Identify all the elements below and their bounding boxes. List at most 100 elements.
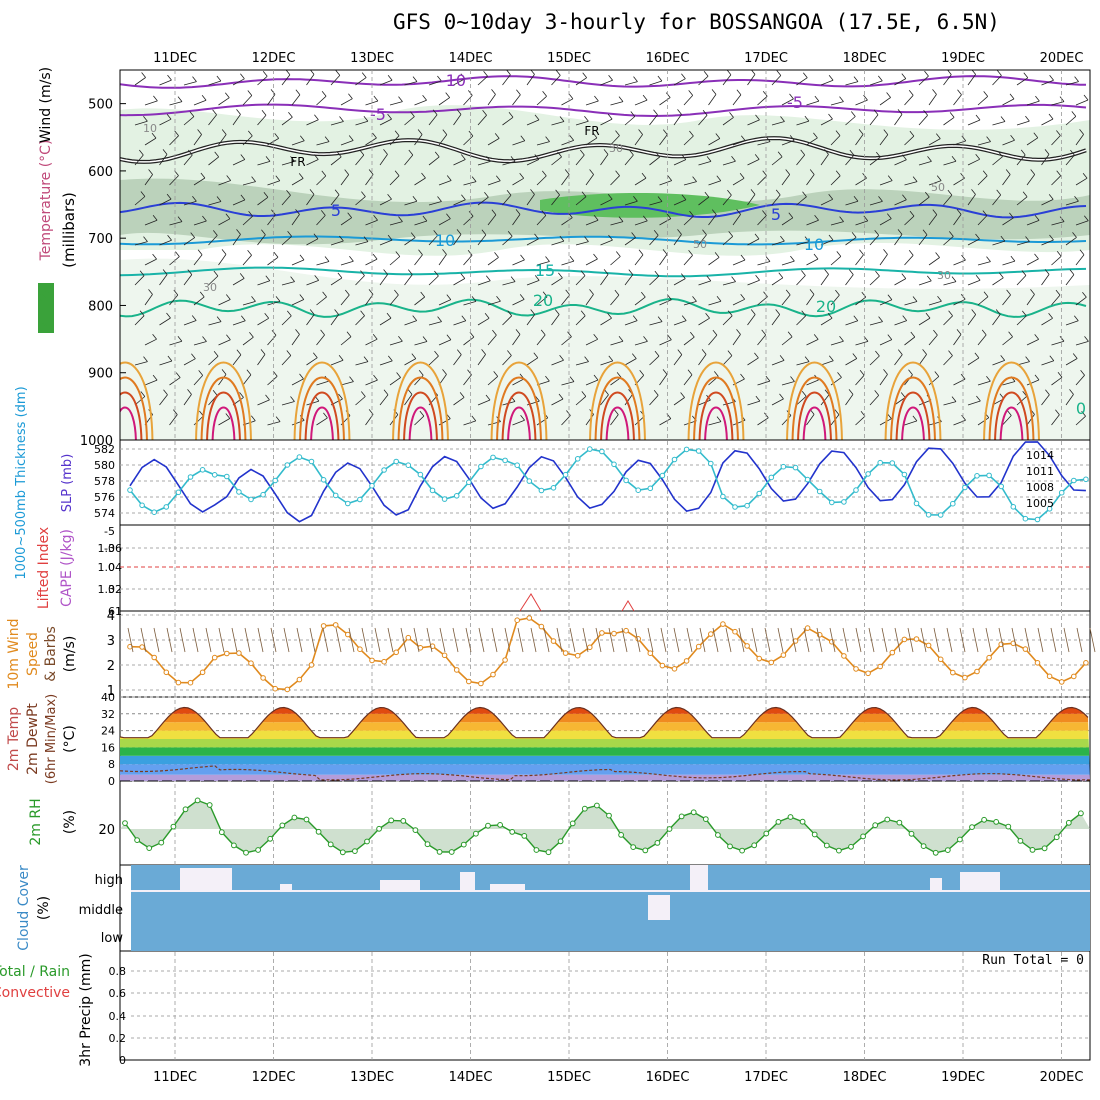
wind10-barb (868, 627, 875, 653)
wind-barb-flag (613, 409, 619, 415)
wind-barb-flag (909, 210, 915, 217)
wind-barb-flag (1083, 94, 1089, 101)
wind-barb-flag (299, 294, 305, 300)
wind-barb-flag (1080, 369, 1085, 376)
wind10-barb (465, 627, 472, 653)
rh-shading-dark (540, 193, 760, 218)
wind-barb-flag (804, 236, 810, 242)
wind-barb-flag (657, 196, 663, 202)
wind-barb-flag (314, 275, 320, 281)
wind-barb-flag (167, 74, 172, 81)
wind-barb (183, 358, 196, 366)
wind-barb-flag (922, 349, 927, 355)
thickness-line-point (889, 460, 896, 466)
wind-barb-flag (615, 170, 620, 176)
wind-barb-flag (387, 234, 393, 241)
wind10-speed-line-point (720, 621, 726, 627)
wind-barb-flag (360, 310, 365, 316)
thickness-line-point (381, 467, 387, 473)
wind-barb (1091, 157, 1100, 165)
wind-barb (659, 134, 668, 146)
wind-barb-flag (140, 391, 146, 397)
wind-barb-flag (569, 376, 575, 382)
li-tick: -3 (104, 542, 115, 555)
wind-barb (134, 120, 148, 126)
wind-barb-flag (138, 149, 144, 156)
wind-barb-flag (1000, 235, 1006, 242)
wind-barb (967, 400, 981, 406)
wind-barb-flag (338, 355, 344, 361)
wind-barb-flag (410, 111, 415, 117)
wind-barb-flag (689, 210, 694, 217)
wind-barb (830, 135, 841, 146)
wind-barb-flag (982, 170, 988, 177)
wind-barb-flag (688, 90, 694, 96)
wind-barb-flag (922, 229, 928, 236)
wind-barb-flag (506, 189, 512, 196)
wind-barb (943, 160, 957, 166)
wind-barb (967, 238, 980, 246)
rh2m-point (727, 843, 733, 850)
wind10-barb (309, 627, 316, 653)
wind-barb (208, 321, 222, 326)
temp-contour-bulb (698, 391, 734, 440)
wind-barb (820, 79, 834, 86)
wind-barb-flag (1096, 271, 1100, 276)
wind-barb-flag (951, 156, 957, 162)
wind-barb (820, 239, 834, 246)
wind-barb-flag (961, 414, 966, 421)
wind-barb (561, 336, 572, 346)
wind10-speed-line-point (1058, 679, 1065, 685)
wind-barb-flag (731, 276, 736, 282)
rh2m-point (1078, 810, 1084, 817)
wind-barb (551, 121, 565, 126)
wind-barb (634, 296, 646, 306)
wind-barb (992, 240, 1006, 246)
wind-barb-flag (516, 89, 521, 95)
wind-barb-flag (417, 129, 423, 135)
precip-panel-frame (119, 950, 1091, 1061)
wind-barb-flag (265, 275, 271, 282)
wind-barb-flag (763, 291, 768, 297)
wind-barb-flag (956, 209, 962, 215)
wind-barb-flag (662, 369, 668, 375)
wind-barb-flag (360, 270, 365, 276)
wind-barb (757, 296, 768, 306)
slp-line (129, 441, 1086, 523)
wind-barb (134, 77, 146, 86)
wind-barb (487, 138, 500, 146)
wind-barb-flag (908, 369, 913, 376)
wind-barb (453, 199, 466, 206)
wind-barb (526, 238, 539, 246)
wind-barb (193, 134, 202, 146)
wind10-speed-line-point (901, 636, 908, 643)
contour-label-ten: 10 (804, 235, 824, 254)
wind-barb-flag (900, 392, 906, 398)
wind-barb-flag (909, 130, 915, 137)
cloud-high-bar (930, 878, 942, 891)
precip-label-total: Total / Rain (0, 964, 70, 980)
wind-barb-flag (731, 156, 736, 162)
wind-barb (159, 239, 172, 246)
wind-barb (977, 175, 988, 186)
wind-barb (340, 217, 352, 226)
wind-barb (879, 218, 892, 226)
wind-barb-flag (541, 210, 547, 216)
wind-barb-flag (491, 89, 496, 95)
contour-label-rh10: 10 (143, 122, 157, 135)
wind10-barb (491, 627, 498, 653)
wind10-barb (1089, 627, 1096, 653)
wind10-speed-line-point (986, 654, 992, 661)
wind-barb-flag (566, 410, 571, 416)
wind-barb-flag (813, 253, 819, 260)
wind-barb-flag (813, 334, 819, 340)
temp2m-tick: 8 (108, 758, 115, 771)
wind10-barb (933, 627, 940, 653)
wind-barb (1091, 201, 1100, 205)
wind-barb (747, 74, 756, 86)
wind-barb (1041, 394, 1050, 406)
wind10-speed-line-point (466, 678, 472, 685)
wind-barb-flag (139, 310, 145, 316)
wind-barb (649, 80, 663, 86)
wind-barb-flag (348, 135, 354, 141)
